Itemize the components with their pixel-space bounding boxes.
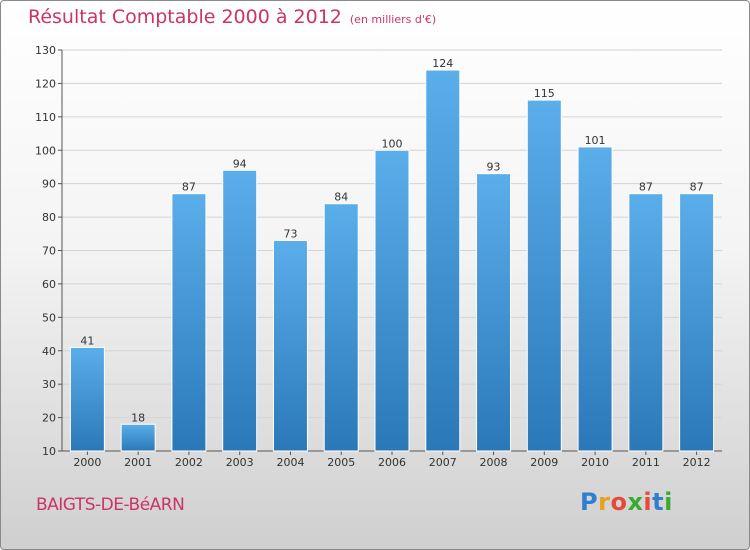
logo-letter: i [643, 488, 653, 516]
bar-2007 [425, 69, 461, 452]
x-tick-label-2002: 2002 [175, 456, 203, 469]
data-labels: 41 18 87 94 73 84 100 124 93 115 101 87 87 [80, 57, 703, 424]
bar-2009 [526, 99, 562, 452]
y-tick-label: 50 [42, 311, 56, 324]
y-tick-label: 80 [42, 211, 56, 224]
y-tick-label: 60 [42, 278, 56, 291]
bar-2008 [476, 173, 512, 452]
logo-letter: o [610, 488, 628, 516]
y-tick-label: 90 [42, 178, 56, 191]
x-tick-label-2009: 2009 [530, 456, 558, 469]
x-tick-label-2000: 2000 [73, 456, 101, 469]
bar-2004 [272, 239, 308, 452]
x-tick-label-2008: 2008 [480, 456, 508, 469]
bars [69, 69, 715, 452]
y-tick-label: 20 [42, 412, 56, 425]
bar-2002 [171, 193, 207, 452]
x-tick-label-2005: 2005 [327, 456, 355, 469]
x-tick-label-2012: 2012 [683, 456, 711, 469]
x-tick-labels: 2000 2001 2002 2003 2004 2005 2006 2007 2008 2009… [73, 456, 710, 469]
y-tick-label: 30 [42, 378, 56, 391]
data-label-2001: 18 [131, 411, 145, 424]
chart-subtitle: (en milliers d'€) [349, 13, 437, 26]
chart-title-text: Résultat Comptable 2000 à 2012 [28, 6, 342, 28]
data-label-2009: 115 [534, 87, 555, 100]
x-tick-label-2004: 2004 [276, 456, 304, 469]
bar-2001 [120, 423, 156, 452]
data-label-2002: 87 [182, 181, 196, 194]
data-label-2012: 87 [690, 181, 704, 194]
logo-letter: r [598, 488, 611, 516]
y-tick-labels: 10 20 30 40 50 60 70 80 90 100 110 120 130 [35, 44, 56, 458]
proxiti-logo[interactable]: Proxiti [580, 488, 673, 516]
y-tick-label: 70 [42, 245, 56, 258]
x-tick-label-2001: 2001 [124, 456, 152, 469]
commune-name: BAIGTS-DE-BéARN [36, 495, 185, 515]
bar-2000 [69, 346, 105, 452]
x-tick-label-2007: 2007 [429, 456, 457, 469]
y-tick-label: 100 [35, 144, 56, 157]
logo-letter: t [652, 488, 665, 516]
logo-letter: x [627, 488, 644, 516]
x-tick-label-2010: 2010 [581, 456, 609, 469]
bar-2006 [374, 149, 410, 452]
data-label-2007: 124 [432, 57, 453, 70]
y-tick-label: 10 [42, 445, 56, 458]
data-label-2000: 41 [80, 334, 94, 347]
y-tick-label: 130 [35, 44, 56, 57]
bar-2005 [323, 203, 359, 452]
bar-2003 [222, 169, 258, 452]
y-tick-label: 110 [35, 111, 56, 124]
logo-letter: i [664, 488, 673, 516]
bar-2010 [577, 146, 613, 452]
data-label-2010: 101 [585, 134, 606, 147]
bar-2011 [628, 193, 664, 452]
data-label-2008: 93 [487, 161, 501, 174]
chart-title: Résultat Comptable 2000 à 2012 (en millie… [28, 6, 436, 28]
x-tick-label-2003: 2003 [226, 456, 254, 469]
data-label-2003: 94 [233, 157, 247, 170]
logo-letter: P [580, 488, 599, 516]
data-label-2006: 100 [382, 137, 403, 150]
x-tick-label-2011: 2011 [632, 456, 660, 469]
y-tick-label: 40 [42, 345, 56, 358]
data-label-2005: 84 [334, 191, 348, 204]
data-label-2011: 87 [639, 181, 653, 194]
x-tick-label-2006: 2006 [378, 456, 406, 469]
data-label-2004: 73 [283, 227, 297, 240]
y-tick-label: 120 [35, 77, 56, 90]
bar-2012 [679, 193, 715, 452]
